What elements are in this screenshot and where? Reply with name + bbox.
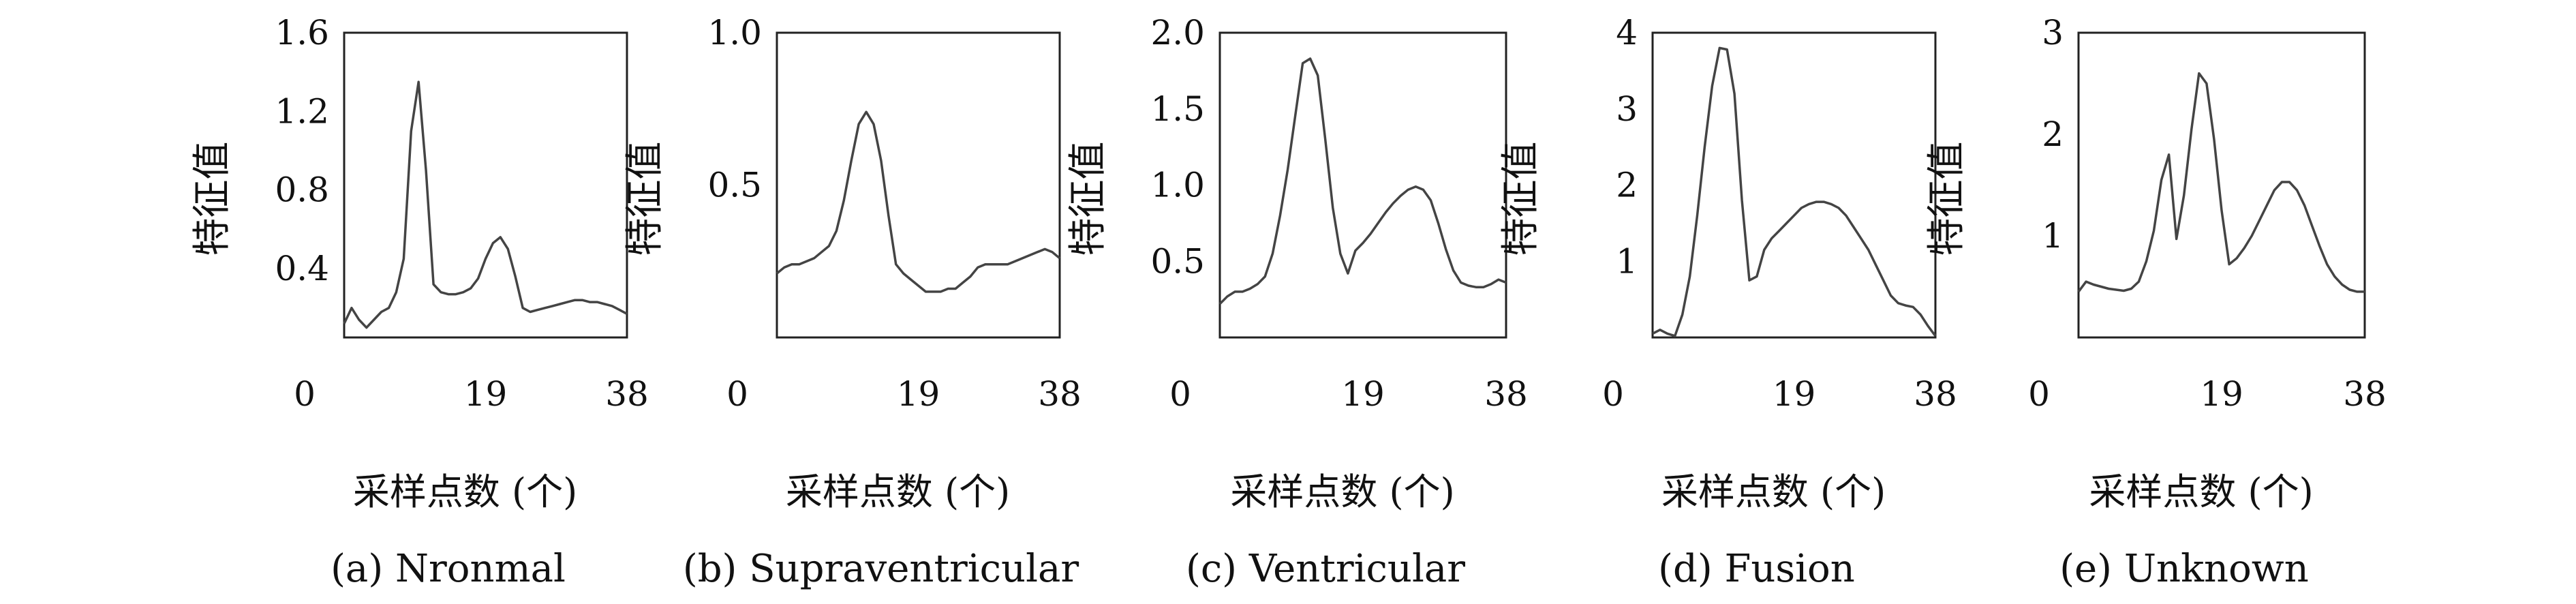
y-tick-label: 1.2: [275, 91, 329, 131]
y-tick-label: 1.5: [1150, 89, 1205, 129]
y-tick-label: 1.0: [707, 13, 762, 52]
panel-caption: (d) Fusion: [1658, 547, 1855, 591]
y-axis-label: 特征值: [1499, 142, 1543, 256]
plot-frame: [1651, 31, 1937, 339]
series-line: [776, 110, 1061, 293]
series-line: [343, 80, 628, 329]
x-tick-label: 38: [605, 374, 649, 414]
y-tick-label: 0.5: [707, 166, 762, 205]
x-axis-label: 采样点数 (个): [1230, 470, 1454, 513]
plot-frame: [776, 31, 1061, 339]
plot-frame: [2077, 31, 2366, 339]
x-axis-label: 采样点数 (个): [353, 470, 577, 513]
y-tick-label: 1.0: [1150, 166, 1205, 205]
series-line: [1652, 46, 1937, 337]
plot-frame: [1218, 31, 1507, 339]
x-tick-label: 19: [1773, 374, 1816, 414]
x-tick-label: 19: [2200, 374, 2243, 414]
x-tick-label: 38: [2343, 374, 2387, 414]
x-tick-label: 38: [1484, 374, 1528, 414]
series-line: [1218, 57, 1507, 305]
y-tick-label: 0.4: [275, 249, 329, 288]
panel-caption: (e) Unknown: [2059, 547, 2309, 591]
plot-frame: [343, 31, 628, 339]
x-axis-label: 采样点数 (个): [2089, 470, 2313, 513]
y-tick-label: 2: [1616, 166, 1638, 205]
panel-caption: (b) Supraventricular: [683, 547, 1079, 591]
y-tick-label: 2.0: [1150, 13, 1205, 52]
y-axis-label: 特征值: [623, 142, 667, 256]
x-tick-label: 0: [1169, 374, 1191, 414]
y-tick-label: 1: [1616, 241, 1638, 281]
y-tick-label: 2: [2042, 115, 2064, 154]
y-tick-label: 3: [1616, 89, 1638, 129]
x-tick-label: 19: [897, 374, 940, 414]
y-tick-label: 4: [1616, 13, 1638, 52]
series-line: [2077, 72, 2365, 293]
panel-caption: (a) Nronmal: [331, 547, 566, 591]
panel-caption: (c) Ventricular: [1186, 547, 1465, 591]
y-axis-label: 特征值: [190, 142, 234, 256]
y-tick-label: 0.5: [1150, 241, 1205, 281]
x-axis-label: 采样点数 (个): [786, 470, 1010, 513]
x-tick-label: 19: [1341, 374, 1385, 414]
x-tick-label: 0: [294, 374, 316, 414]
x-tick-label: 0: [1602, 374, 1624, 414]
x-tick-label: 0: [726, 374, 748, 414]
y-tick-label: 3: [2042, 13, 2064, 52]
y-axis-label: 特征值: [1066, 142, 1110, 256]
x-tick-label: 0: [2028, 374, 2050, 414]
x-tick-label: 38: [1914, 374, 1957, 414]
y-tick-label: 1: [2042, 216, 2064, 256]
y-tick-label: 1.6: [275, 13, 329, 52]
x-tick-label: 38: [1038, 374, 1082, 414]
x-tick-label: 19: [464, 374, 508, 414]
y-tick-label: 0.8: [275, 170, 329, 210]
x-axis-label: 采样点数 (个): [1661, 470, 1886, 513]
y-axis-label: 特征值: [1925, 142, 1969, 256]
